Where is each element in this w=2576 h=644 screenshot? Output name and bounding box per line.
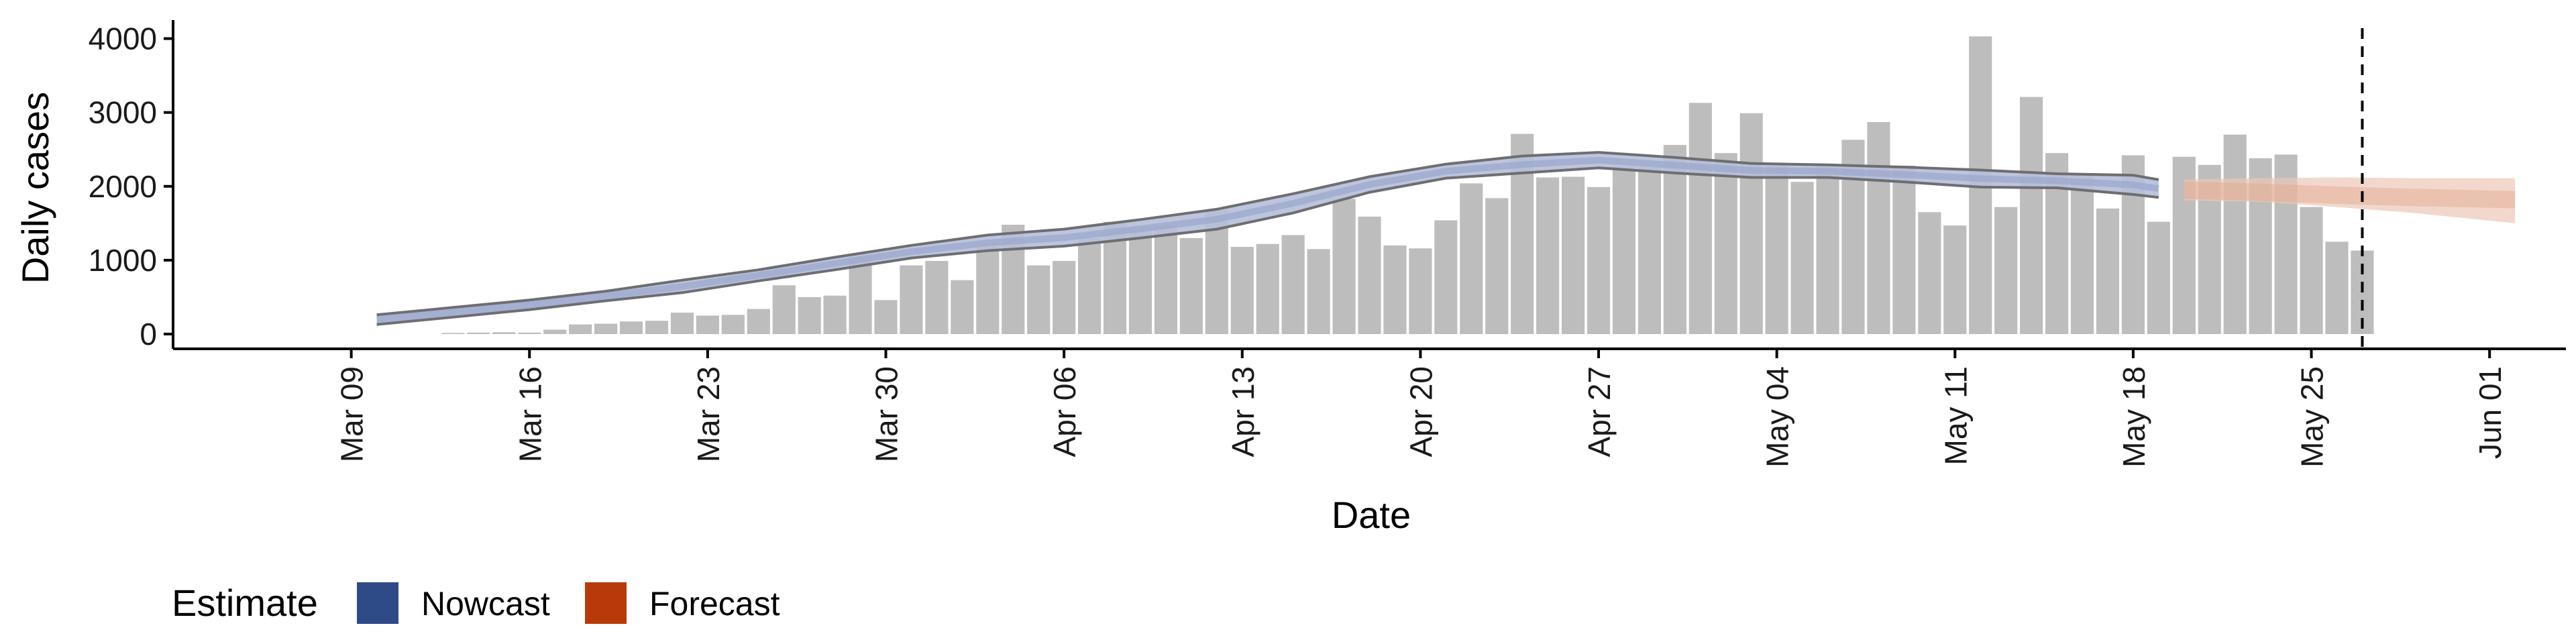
nowcast-upper-line [376, 151, 2159, 317]
bar-2020-04-28 [1612, 166, 1636, 334]
bar-2020-04-30 [1663, 145, 1686, 334]
legend: Estimate Nowcast Forecast [172, 582, 780, 624]
bar-2020-04-14 [1256, 244, 1279, 334]
legend-swatch-forecast [585, 582, 627, 624]
bar-2020-05-04 [1765, 165, 1788, 334]
bar-2020-03-15 [492, 332, 516, 334]
bar-2020-05-19 [2147, 221, 2170, 334]
nowcast-lower-line [376, 166, 2159, 326]
x-tick-label-2020-05-11: May 11 [1938, 366, 1973, 465]
bar-2020-05-26 [2325, 241, 2349, 334]
bar-2020-04-16 [1307, 249, 1330, 334]
bar-2020-03-25 [747, 309, 770, 334]
bar-2020-03-24 [721, 315, 745, 334]
bar-2020-03-28 [823, 295, 847, 334]
x-tick-label-2020-04-27: Apr 27 [1582, 366, 1617, 458]
x-tick-label-2020-06-01: Jun 01 [2473, 366, 2508, 459]
x-tick-label-2020-04-06: Apr 06 [1047, 366, 1082, 458]
y-axis-title: Daily cases [14, 92, 56, 284]
bar-2020-05-22 [2223, 134, 2247, 334]
x-tick-label-2020-03-30: Mar 30 [869, 366, 904, 462]
bar-2020-04-05 [1027, 265, 1051, 334]
bar-2020-05-25 [2300, 207, 2323, 334]
bar-2020-05-16 [2070, 175, 2094, 334]
x-tick-label-2020-05-04: May 04 [1760, 366, 1795, 468]
y-axis-ticks: 0 1000 2000 3000 4000 [89, 21, 173, 352]
bar-2020-03-14 [467, 332, 490, 334]
bar-2020-05-11 [1943, 225, 1967, 334]
x-axis-ticks: Mar 09 Mar 16 Mar 23 Mar 30 Apr 06 Apr 13 Apr … [335, 349, 2508, 468]
bar-2020-05-08 [1867, 121, 1890, 334]
bar-2020-04-29 [1638, 167, 1661, 334]
bar-2020-04-27 [1587, 186, 1611, 334]
bar-2020-03-23 [696, 315, 719, 334]
bar-2020-05-17 [2096, 208, 2120, 334]
x-tick-label-2020-03-16: Mar 16 [513, 366, 547, 462]
bar-2020-04-25 [1536, 177, 1560, 334]
bar-2020-03-31 [900, 265, 923, 334]
bar-2020-03-16 [518, 332, 541, 334]
y-tick-label-0: 0 [140, 317, 157, 352]
bar-2020-03-26 [772, 285, 796, 334]
y-tick-label-1000: 1000 [89, 243, 157, 278]
bar-2020-04-01 [925, 260, 949, 334]
bar-2020-03-22 [670, 313, 694, 334]
bar-2020-05-14 [2020, 97, 2043, 334]
bar-2020-04-06 [1053, 260, 1076, 334]
bar-2020-05-05 [1790, 182, 1814, 334]
forecast-inner-band [2184, 181, 2516, 209]
x-axis-title: Date [1332, 494, 1411, 536]
bar-2020-03-18 [569, 324, 592, 334]
bar-2020-03-27 [798, 297, 821, 334]
y-tick-label-3000: 3000 [89, 95, 157, 130]
bar-2020-04-23 [1485, 198, 1509, 334]
bar-2020-04-03 [976, 243, 1000, 334]
bar-2020-05-01 [1688, 103, 1712, 334]
bar-2020-05-02 [1714, 153, 1737, 334]
bar-2020-04-19 [1383, 245, 1407, 334]
x-tick-label-2020-05-18: May 18 [2116, 366, 2151, 468]
x-tick-label-2020-03-23: Mar 23 [691, 366, 726, 462]
forecast-band [2184, 177, 2516, 223]
bar-2020-04-18 [1358, 216, 1381, 334]
bar-2020-04-26 [1561, 176, 1585, 334]
bar-2020-05-06 [1816, 165, 1839, 334]
bar-2020-04-10 [1154, 225, 1178, 334]
bar-2020-05-13 [1994, 207, 2018, 334]
y-tick-label-2000: 2000 [89, 169, 157, 204]
bar-2020-04-13 [1230, 247, 1254, 334]
bar-2020-04-11 [1179, 237, 1203, 334]
legend-label-nowcast: Nowcast [421, 585, 550, 623]
bar-2020-04-09 [1128, 227, 1152, 334]
x-tick-label-2020-04-13: Apr 13 [1226, 366, 1260, 458]
legend-swatch-nowcast [357, 582, 398, 624]
x-tick-label-2020-04-20: Apr 20 [1403, 366, 1438, 458]
bar-2020-04-02 [951, 280, 974, 334]
nowcast-inner-band [376, 156, 2159, 323]
bar-2020-03-19 [594, 323, 618, 334]
bar-2020-03-17 [543, 329, 567, 334]
legend-title: Estimate [172, 582, 318, 624]
bar-2020-04-15 [1281, 235, 1305, 334]
bar-2020-03-20 [619, 321, 643, 334]
x-tick-label-2020-05-25: May 25 [2295, 366, 2330, 468]
bar-2020-03-30 [874, 300, 898, 334]
bar-2020-04-07 [1078, 237, 1102, 334]
bar-2020-04-17 [1332, 199, 1356, 334]
bar-2020-03-13 [441, 333, 465, 334]
bar-2020-05-03 [1739, 113, 1763, 334]
x-tick-label-2020-03-09: Mar 09 [335, 366, 370, 462]
bar-2020-05-09 [1892, 165, 1916, 334]
bar-2020-05-10 [1918, 212, 1941, 334]
bar-2020-04-20 [1409, 248, 1432, 334]
bar-2020-03-21 [645, 321, 669, 334]
bar-2020-04-22 [1460, 183, 1483, 334]
legend-label-forecast: Forecast [649, 585, 780, 623]
y-tick-label-4000: 4000 [89, 21, 157, 56]
bar-2020-04-21 [1434, 220, 1458, 334]
ribbon-series [376, 151, 2516, 326]
